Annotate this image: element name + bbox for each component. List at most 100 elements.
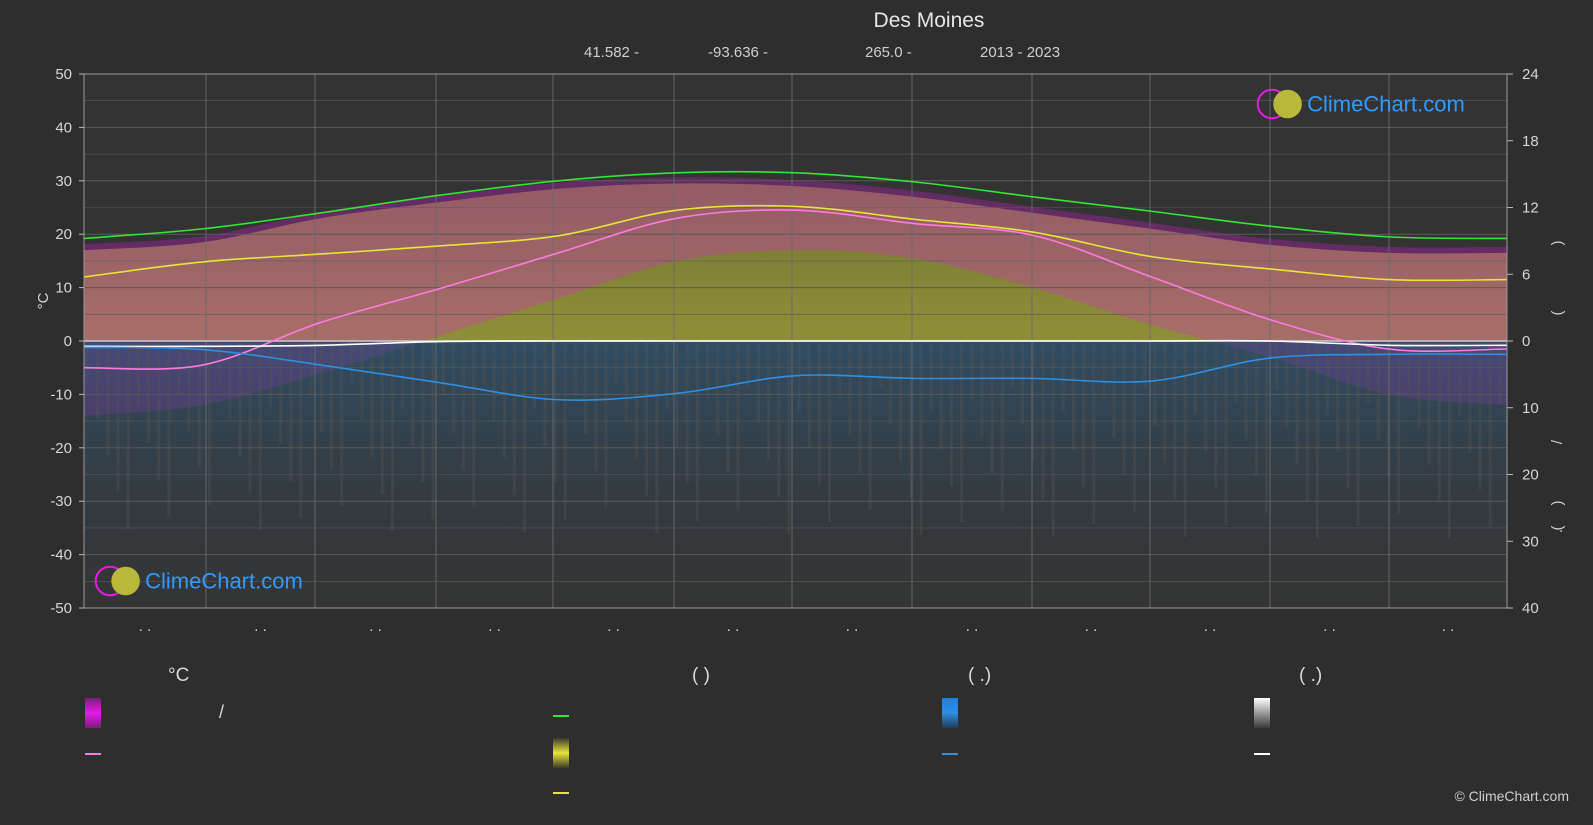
right-axis-label-glyph: / (1549, 439, 1566, 444)
precip-bar (1122, 341, 1126, 475)
right-axis-label-glyph: ) (1549, 241, 1566, 246)
precip-bar (614, 341, 618, 385)
precip-bar (1102, 341, 1106, 401)
temp_max-line (83, 209, 1508, 370)
precip-bar (1275, 341, 1279, 390)
precip-bar (685, 341, 689, 484)
logo-sun-icon (1273, 89, 1302, 119)
precip-bar (1112, 341, 1116, 438)
precip-bar (370, 341, 374, 457)
precip-bar (1234, 341, 1238, 402)
precip-bar (604, 341, 608, 508)
copyright-text: © ClimeChart.com (1454, 788, 1569, 804)
y-tick-label: -30 (50, 493, 72, 510)
temp_min-line (83, 339, 1508, 348)
precip-bar (421, 341, 425, 482)
precip-bar (289, 341, 293, 481)
precip-bar (970, 341, 974, 400)
precip-bar (533, 341, 537, 409)
precip-bar (1437, 341, 1441, 502)
precip-bar (431, 341, 435, 519)
precip-bar (197, 341, 201, 468)
sunshine-line (83, 204, 1508, 282)
legend-slash: / (219, 702, 225, 722)
precip-bar (888, 341, 892, 424)
y-tick-label: 40 (55, 119, 72, 136)
precip-bar (238, 341, 242, 456)
precip-bar (146, 341, 150, 443)
precip-bar (949, 341, 953, 486)
chart-title: Des Moines (873, 9, 985, 32)
precip-bar (695, 341, 699, 521)
legend-sunshine-fill-swatch (553, 738, 569, 768)
precip-bar (634, 341, 638, 459)
legend-temp-range-swatch (85, 698, 101, 728)
precip-bar (1163, 341, 1167, 463)
daylight-line (83, 170, 1508, 240)
logo-text: ClimeChart.com (145, 568, 303, 593)
precip-bar (553, 341, 557, 483)
precip-bar (248, 341, 252, 493)
precip-bar (380, 341, 384, 494)
precip-bar (441, 341, 445, 396)
precip-bar (1254, 341, 1258, 476)
logo-text: ClimeChart.com (1307, 91, 1465, 116)
precip-bar (1051, 341, 1055, 536)
precip-bar (919, 341, 923, 535)
right-bottom-tick-label: 20 (1522, 467, 1539, 484)
month-label: . . (727, 618, 740, 635)
precip-bar (1000, 341, 1004, 511)
precip-bar (1143, 341, 1147, 389)
y-tick-label: 30 (55, 173, 72, 190)
precip-bar (319, 341, 323, 432)
precip-bar (1315, 341, 1319, 538)
precip-bar (726, 341, 730, 472)
legend-snow-fill-swatch (1254, 698, 1270, 728)
legend-daylight-swatch (553, 715, 569, 717)
precip-bar (1417, 341, 1421, 428)
month-label: . . (254, 618, 267, 635)
precip-bar (1021, 341, 1025, 425)
legend-temp-line-swatch (85, 753, 101, 755)
month-label: . . (1085, 618, 1098, 635)
y-tick-label: -20 (50, 440, 72, 457)
month-label: . . (369, 618, 382, 635)
precip-bar (1061, 341, 1065, 413)
precip-bar (106, 341, 110, 455)
legend-rain-line-swatch (942, 753, 958, 755)
right-top-tick-label: 0 (1522, 333, 1530, 350)
precip-bar (746, 341, 750, 386)
precip-bar (573, 341, 577, 397)
latitude-text: 41.582 - (584, 44, 640, 61)
precip-bar (1285, 341, 1289, 427)
precip-bar (360, 341, 364, 420)
precip-bar (827, 341, 831, 522)
precip-bar (929, 341, 933, 412)
precip-bar (1041, 341, 1045, 499)
y-tick-label: -10 (50, 386, 72, 403)
precip-bar (1173, 341, 1177, 500)
legend-snow-header: ( .) (1299, 665, 1323, 686)
precip-bar (756, 341, 760, 423)
precip-bar (268, 341, 272, 407)
precip-bar (523, 341, 527, 532)
logo-sun-icon (111, 566, 140, 596)
precip-bar (512, 341, 516, 495)
precip-bar (462, 341, 466, 470)
legend-temp-header: °C (168, 665, 190, 686)
precip-bar (451, 341, 455, 433)
precip-bar (878, 341, 882, 387)
legend-sun-header: ( ) (692, 665, 710, 686)
month-label: . . (607, 618, 620, 635)
month-label: . . (846, 618, 859, 635)
right-bottom-tick-label: 30 (1522, 533, 1539, 550)
precip-bar (1397, 341, 1401, 514)
precip-bar (167, 341, 171, 517)
precip-bar (411, 341, 415, 445)
legend-snow-line-swatch (1254, 753, 1270, 755)
precip-bar (838, 341, 842, 399)
legend-rain-fill-swatch (942, 698, 958, 728)
precip-bar (1356, 341, 1360, 526)
precip-bar (1265, 341, 1269, 513)
